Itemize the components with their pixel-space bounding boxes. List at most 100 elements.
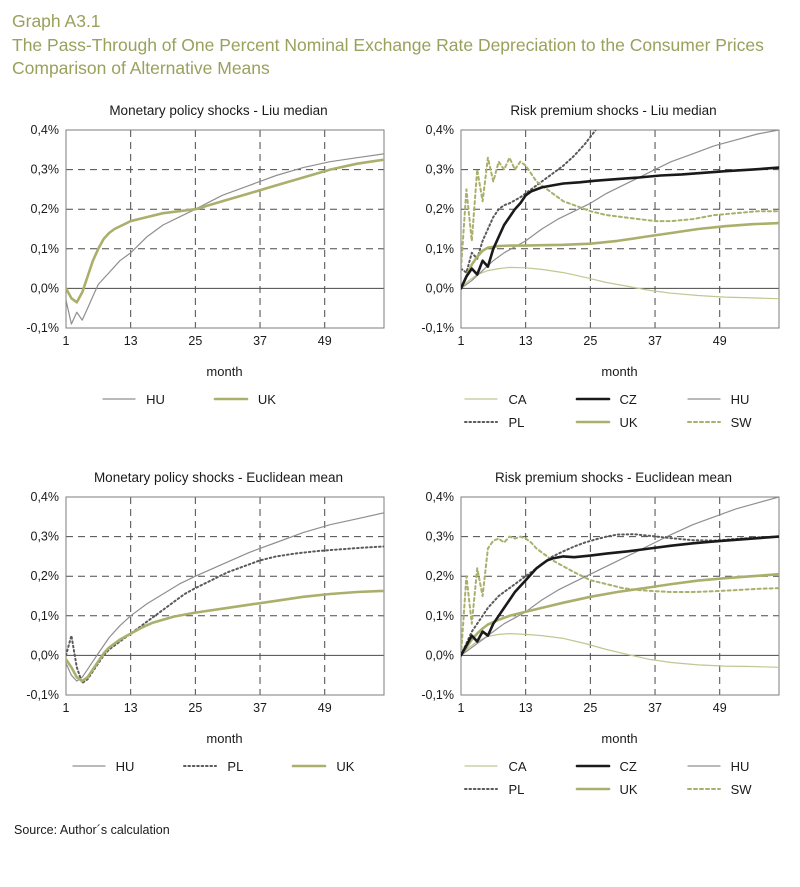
series-line-cz: [460, 535, 779, 657]
y-tick-label: -0,1%: [421, 321, 454, 335]
legend-item-uk: UK: [575, 415, 638, 430]
y-tick-label: 0,0%: [425, 648, 454, 662]
x-axis-label: month: [206, 363, 243, 379]
charts-grid: Monetary policy shocks - Liu median 0,4%…: [12, 103, 788, 797]
legend-item-hu: HU: [101, 392, 165, 407]
series-line-ca: [460, 632, 779, 668]
y-tick-label: -0,1%: [421, 688, 454, 702]
legend-label: CA: [508, 758, 527, 774]
x-tick-label: 1: [457, 334, 464, 348]
chart-title: Risk premium shocks - Euclidean mean: [494, 469, 733, 485]
legend-swatch-cz: [575, 398, 610, 401]
legend-label: PL: [508, 781, 525, 797]
legend-item-sw: SW: [686, 782, 752, 797]
x-tick-label: 37: [648, 701, 662, 715]
legend-swatch-hu: [686, 398, 721, 400]
y-tick-label: 0,2%: [425, 569, 454, 583]
legend: CA CZ HU PL UK SW: [463, 758, 752, 797]
series-line-sw: [460, 535, 779, 657]
legend-swatch-sw: [686, 788, 721, 791]
figure-footer: Source: Author´s calculation: [12, 823, 788, 837]
legend-label: UK: [619, 781, 638, 797]
x-tick-label: 25: [583, 701, 597, 715]
legend-label: HU: [730, 391, 750, 407]
series-line-ca: [460, 266, 779, 300]
y-tick-label: 0,4%: [425, 123, 454, 137]
chart-plot: 0,4% 0,3% 0,2% 0,1% 0,0% -0,1%1 13 25 37 49: [421, 123, 779, 348]
legend-swatch-uk: [292, 765, 327, 768]
x-tick-label: 37: [253, 701, 267, 715]
y-tick-label: 0,3%: [425, 162, 454, 176]
y-tick-label: 0,2%: [30, 569, 59, 583]
chart-plot: 0,4% 0,3% 0,2% 0,1% 0,0% -0,1%1 13 25 37 49: [26, 123, 384, 348]
x-tick-label: 25: [583, 334, 597, 348]
series-line-hu: [460, 129, 779, 289]
source-note: Source: Author´s calculation: [14, 822, 170, 837]
page: Graph A3.1 The Pass-Through of One Perce…: [12, 10, 788, 837]
legend-swatch-uk: [213, 398, 249, 401]
x-axis-label: month: [206, 730, 243, 746]
legend-label: UK: [257, 391, 276, 407]
legend-item-uk: UK: [213, 392, 276, 407]
legend-swatch-uk: [575, 788, 610, 791]
y-tick-label: 0,3%: [30, 529, 59, 543]
graph-label: Graph A3.1: [12, 11, 101, 31]
y-tick-label: 0,2%: [30, 202, 59, 216]
series-line-uk: [65, 589, 384, 683]
x-tick-label: 37: [253, 334, 267, 348]
x-tick-label: 13: [123, 334, 137, 348]
y-tick-label: 0,0%: [425, 281, 454, 295]
y-tick-label: 0,1%: [30, 609, 59, 623]
series-line-uk: [460, 572, 779, 657]
y-tick-label: 0,1%: [30, 242, 59, 256]
series-line-hu: [460, 496, 779, 656]
figure-header: Graph A3.1 The Pass-Through of One Perce…: [12, 10, 788, 81]
x-tick-label: 1: [457, 701, 464, 715]
legend-item-uk: UK: [291, 759, 354, 774]
legend-swatch-ca: [464, 765, 499, 767]
x-tick-label: 37: [648, 334, 662, 348]
legend-label: SW: [730, 414, 752, 430]
y-tick-label: 0,4%: [30, 490, 59, 504]
legend-item-hu: HU: [686, 392, 752, 407]
legend-item-uk: UK: [575, 782, 638, 797]
figure-title: The Pass-Through of One Percent Nominal …: [12, 34, 764, 79]
series-line-uk: [65, 158, 384, 304]
x-axis-label: month: [601, 363, 638, 379]
legend-item-hu: HU: [71, 758, 135, 774]
chart-risk-euclidean-mean: Risk premium shocks - Euclidean mean 0,4…: [407, 470, 788, 797]
legend-item-ca: CA: [463, 758, 527, 774]
legend: HU UK: [101, 392, 324, 407]
legend: HU PL UK: [71, 758, 354, 774]
legend-swatch-cz: [575, 765, 610, 768]
legend-item-sw: SW: [686, 415, 752, 430]
x-tick-label: 49: [317, 701, 331, 715]
y-tick-label: 0,0%: [30, 281, 59, 295]
legend-label: SW: [730, 781, 752, 797]
chart-monetary-liu-median: Monetary policy shocks - Liu median 0,4%…: [12, 103, 393, 430]
x-tick-label: 1: [62, 334, 69, 348]
legend-swatch-hu: [686, 765, 721, 767]
legend-swatch-pl: [183, 765, 218, 768]
legend-swatch-hu: [72, 765, 106, 767]
legend-item-pl: PL: [182, 759, 243, 774]
chart-risk-liu-median: Risk premium shocks - Liu median 0,4% 0,3…: [407, 103, 788, 430]
x-tick-label: 49: [712, 701, 726, 715]
y-tick-label: 0,0%: [30, 648, 59, 662]
legend-swatch-uk: [575, 421, 610, 424]
x-axis-label: month: [601, 730, 638, 746]
legend-label: HU: [115, 758, 135, 774]
x-tick-label: 25: [188, 701, 202, 715]
legend-swatch-hu: [102, 398, 136, 400]
legend-label: CZ: [619, 758, 637, 774]
y-tick-label: -0,1%: [26, 688, 59, 702]
y-tick-label: -0,1%: [26, 321, 59, 335]
legend-swatch-sw: [686, 421, 721, 424]
legend-label: CZ: [619, 391, 637, 407]
series-line-hu: [65, 512, 384, 682]
y-tick-label: 0,3%: [425, 529, 454, 543]
chart-title: Monetary policy shocks - Liu median: [109, 102, 328, 118]
legend-label: CA: [508, 391, 527, 407]
legend-item-ca: CA: [463, 391, 527, 407]
legend-label: HU: [730, 758, 750, 774]
